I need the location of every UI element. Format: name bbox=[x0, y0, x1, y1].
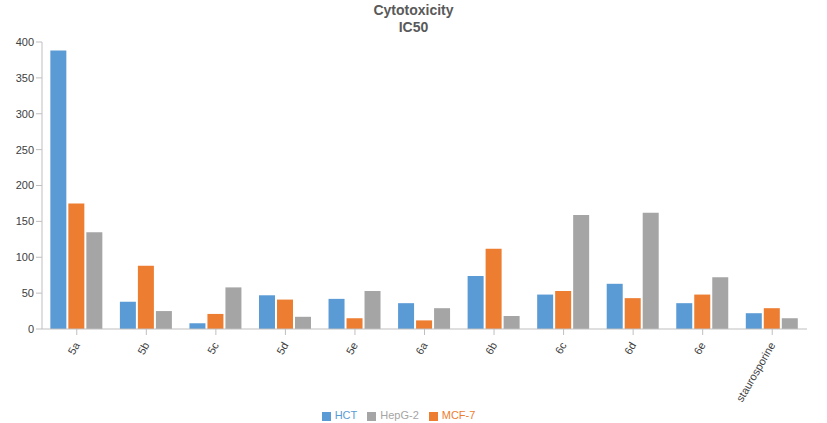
svg-text:200: 200 bbox=[16, 179, 34, 191]
svg-text:400: 400 bbox=[16, 36, 34, 48]
html-text:HepG-2: HepG-2 bbox=[380, 409, 419, 421]
svg-text:5a: 5a bbox=[65, 339, 82, 356]
svg-text:250: 250 bbox=[16, 144, 34, 156]
svg-text:staurosporine: staurosporine bbox=[734, 340, 778, 404]
svg-text:6b: 6b bbox=[483, 340, 500, 357]
svg-text:300: 300 bbox=[16, 108, 34, 120]
svg-text:0: 0 bbox=[28, 323, 34, 335]
svg-text:150: 150 bbox=[16, 215, 34, 227]
svg-text:5e: 5e bbox=[344, 340, 361, 357]
svg-text:100: 100 bbox=[16, 251, 34, 263]
html-text:MCF-7: MCF-7 bbox=[441, 409, 476, 421]
svg-text:5d: 5d bbox=[274, 340, 291, 357]
svg-text:50: 50 bbox=[22, 287, 34, 299]
svg-text:5c: 5c bbox=[205, 340, 221, 356]
svg-text:5b: 5b bbox=[135, 340, 152, 357]
svg-text:350: 350 bbox=[16, 72, 34, 84]
svg-text:6a: 6a bbox=[413, 339, 430, 356]
svg-text:6c: 6c bbox=[553, 340, 569, 356]
html-text:IC50: IC50 bbox=[398, 19, 429, 35]
html-text:Cytotoxicity: Cytotoxicity bbox=[373, 2, 454, 18]
svg-text:6e: 6e bbox=[691, 340, 708, 357]
html-text:HCT: HCT bbox=[334, 409, 358, 421]
svg-text:6d: 6d bbox=[622, 340, 639, 357]
